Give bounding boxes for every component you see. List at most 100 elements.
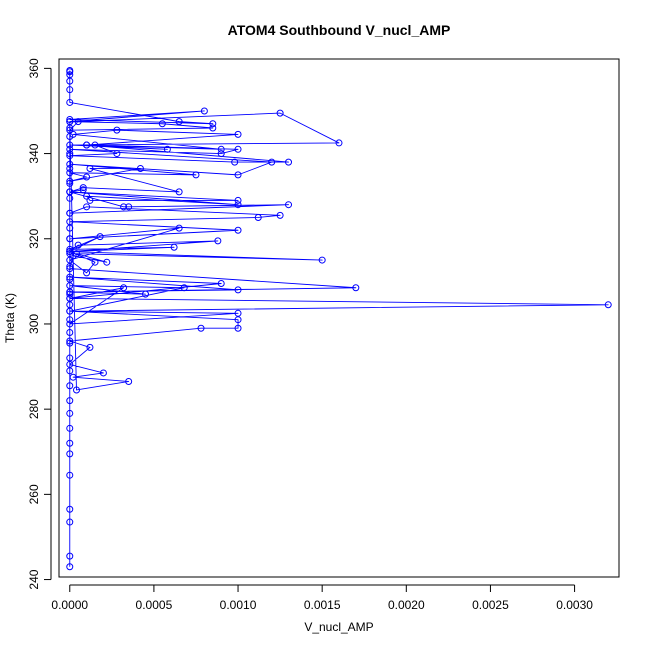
data-point bbox=[66, 552, 74, 560]
data-point bbox=[318, 256, 326, 264]
data-point bbox=[83, 173, 91, 181]
data-point bbox=[66, 360, 74, 368]
y-axis-label: Theta (K) bbox=[3, 293, 17, 343]
data-point bbox=[66, 397, 74, 405]
data-point bbox=[66, 126, 74, 134]
x-tick-label: 0.0005 bbox=[136, 598, 173, 612]
data-point bbox=[163, 145, 171, 153]
data-point bbox=[83, 192, 91, 200]
y-tick-label: 260 bbox=[27, 484, 41, 504]
series-line bbox=[69, 70, 609, 567]
data-point bbox=[73, 250, 80, 258]
data-point bbox=[66, 290, 74, 298]
data-point bbox=[103, 258, 111, 266]
data-point bbox=[200, 107, 208, 115]
data-point bbox=[66, 245, 74, 253]
data-point bbox=[234, 171, 242, 179]
data-point bbox=[66, 307, 74, 315]
data-point bbox=[83, 141, 91, 149]
data-point bbox=[66, 248, 74, 256]
data-point bbox=[66, 218, 74, 226]
data-point bbox=[120, 203, 128, 211]
data-point bbox=[285, 158, 293, 166]
data-point bbox=[113, 126, 121, 134]
data-point bbox=[66, 209, 74, 217]
data-point bbox=[136, 164, 144, 172]
data-point bbox=[66, 505, 74, 513]
data-point bbox=[276, 109, 284, 117]
data-point bbox=[268, 158, 276, 166]
data-point bbox=[79, 184, 87, 192]
data-point bbox=[66, 563, 74, 571]
x-tick-label: 0.0000 bbox=[51, 598, 88, 612]
data-point bbox=[234, 145, 242, 153]
data-point bbox=[66, 177, 74, 185]
data-point bbox=[86, 343, 94, 351]
data-point bbox=[234, 130, 242, 138]
data-point bbox=[66, 328, 74, 336]
data-point bbox=[66, 235, 74, 243]
data-point bbox=[217, 150, 225, 158]
data-point bbox=[180, 284, 188, 292]
y-tick-label: 320 bbox=[27, 228, 41, 248]
data-point bbox=[209, 124, 217, 132]
data-point bbox=[276, 211, 284, 219]
data-point bbox=[66, 518, 74, 526]
data-point bbox=[192, 171, 200, 179]
x-tick-label: 0.0030 bbox=[556, 598, 593, 612]
data-point bbox=[66, 115, 74, 123]
chart-title: ATOM4 Southbound V_nucl_AMP bbox=[228, 22, 451, 38]
x-axis: 0.0000 0.0005 0.0010 0.0015 0.0020 0.0025 0.00… bbox=[51, 584, 593, 612]
data-point bbox=[66, 152, 74, 160]
y-tick-label: 300 bbox=[27, 314, 41, 334]
data-point bbox=[285, 201, 293, 209]
data-point bbox=[66, 98, 74, 106]
data-point bbox=[66, 288, 74, 296]
data-point bbox=[66, 265, 74, 273]
y-tick-label: 280 bbox=[27, 399, 41, 419]
data-point bbox=[214, 237, 222, 245]
data-point bbox=[217, 280, 225, 287]
data-point bbox=[175, 224, 183, 232]
y-tick-label: 240 bbox=[27, 569, 41, 589]
data-point bbox=[234, 309, 242, 317]
data-point bbox=[66, 450, 74, 458]
data-point bbox=[217, 145, 225, 153]
data-point bbox=[66, 339, 74, 347]
data-point bbox=[69, 373, 77, 381]
data-point bbox=[234, 324, 242, 332]
data-point bbox=[66, 118, 74, 126]
data-point bbox=[73, 386, 80, 394]
y-axis: 240 260 280 300 320 340 360 bbox=[27, 58, 52, 590]
data-point bbox=[175, 118, 183, 126]
data-point bbox=[66, 439, 74, 447]
data-point bbox=[125, 203, 133, 211]
data-point bbox=[209, 120, 217, 128]
data-point bbox=[66, 320, 74, 328]
data-point bbox=[141, 290, 149, 298]
data-point bbox=[120, 284, 128, 292]
data-point bbox=[66, 409, 74, 417]
x-tick-label: 0.0010 bbox=[220, 598, 257, 612]
data-point bbox=[231, 158, 239, 166]
data-point bbox=[66, 160, 74, 168]
data-point bbox=[86, 164, 94, 172]
x-tick-label: 0.0020 bbox=[388, 598, 425, 612]
data-point bbox=[74, 241, 82, 249]
data-point bbox=[99, 369, 107, 377]
data-point bbox=[69, 130, 77, 138]
data-point bbox=[66, 141, 74, 149]
data-point bbox=[352, 284, 360, 292]
data-point bbox=[66, 67, 74, 74]
data-point bbox=[66, 86, 74, 94]
y-tick-label: 360 bbox=[27, 58, 41, 78]
data-point bbox=[234, 196, 242, 204]
data-point bbox=[158, 120, 166, 128]
data-point bbox=[197, 324, 205, 332]
x-axis-label: V_nucl_AMP bbox=[304, 620, 373, 634]
data-point bbox=[66, 188, 74, 196]
y-tick-label: 340 bbox=[27, 143, 41, 163]
data-point bbox=[66, 71, 74, 79]
data-point bbox=[66, 169, 74, 177]
